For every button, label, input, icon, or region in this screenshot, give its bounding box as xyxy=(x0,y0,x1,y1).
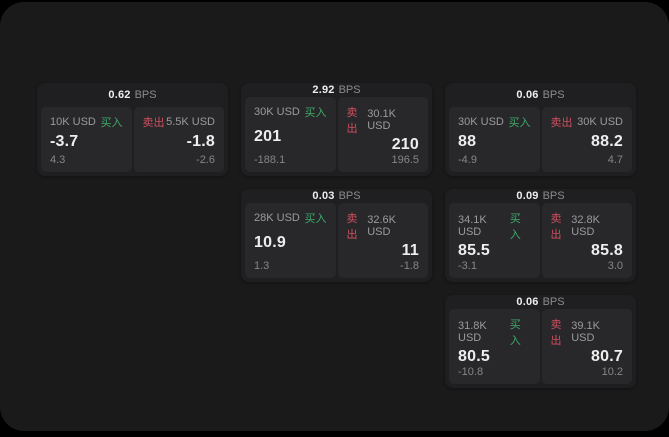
bps-unit-label: BPS xyxy=(542,190,565,202)
buy-price: -3.7 xyxy=(50,133,79,150)
sell-side-label: 卖出 xyxy=(550,213,562,241)
bps-unit-label: BPS xyxy=(542,296,565,308)
quote-card: 0.09 BPS 34.1K USD 买入 85.5 -3.1 卖出 32.8K… xyxy=(445,189,636,282)
buy-delta: -3.1 xyxy=(458,260,477,272)
buy-delta: 1.3 xyxy=(254,260,270,272)
buy-delta: -188.1 xyxy=(254,154,286,166)
sell-side-label: 卖出 xyxy=(346,107,358,135)
sell-side-label: 卖出 xyxy=(550,117,573,129)
quote-panels: 10K USD 买入 -3.7 4.3 卖出 5.5K USD -1.8 -2.… xyxy=(41,107,224,172)
sell-side-label: 卖出 xyxy=(142,117,165,129)
bps-header: 0.06 BPS xyxy=(445,83,636,107)
sell-price: 210 xyxy=(391,136,419,153)
sell-panel[interactable]: 卖出 39.1K USD 80.7 10.2 xyxy=(541,309,632,384)
buy-side-label: 买入 xyxy=(304,107,327,119)
bps-unit-label: BPS xyxy=(542,89,565,101)
sell-side-label: 卖出 xyxy=(346,213,358,241)
buy-side-label: 买入 xyxy=(100,117,123,129)
buy-delta: 4.3 xyxy=(50,154,66,166)
quote-card: 0.06 BPS 30K USD 买入 88 -4.9 卖出 30K USD 8… xyxy=(445,83,636,176)
buy-side-label: 买入 xyxy=(508,117,531,129)
bps-value: 0.09 xyxy=(516,190,539,202)
buy-side-label: 买入 xyxy=(509,319,521,347)
sell-panel[interactable]: 卖出 5.5K USD -1.8 -2.6 xyxy=(133,107,224,172)
buy-panel[interactable]: 10K USD 买入 -3.7 4.3 xyxy=(41,107,132,172)
quote-panels: 31.8K USD 买入 80.5 -10.8 卖出 39.1K USD 80.… xyxy=(449,309,632,384)
buy-price: 88 xyxy=(458,133,477,150)
sell-price: 11 xyxy=(401,242,419,259)
buy-notional: 30K USD xyxy=(458,116,504,128)
sell-side-label: 卖出 xyxy=(550,319,562,347)
buy-side-label: 买入 xyxy=(509,213,521,241)
quote-panels: 28K USD 买入 10.9 1.3 卖出 32.6K USD 11 -1.8 xyxy=(245,203,428,278)
sell-price: 85.8 xyxy=(591,242,623,259)
bps-value: 0.06 xyxy=(516,296,539,308)
buy-notional: 10K USD xyxy=(50,116,96,128)
bps-header: 0.09 BPS xyxy=(445,189,636,203)
bps-value: 2.92 xyxy=(312,84,335,96)
buy-price: 80.5 xyxy=(458,348,490,365)
sell-price: 88.2 xyxy=(591,133,623,150)
quote-card: 0.06 BPS 31.8K USD 买入 80.5 -10.8 卖出 39.1… xyxy=(445,295,636,388)
buy-delta: -10.8 xyxy=(458,366,484,378)
buy-notional: 28K USD xyxy=(254,212,300,224)
sell-panel[interactable]: 卖出 32.8K USD 85.8 3.0 xyxy=(541,203,632,278)
buy-panel[interactable]: 31.8K USD 买入 80.5 -10.8 xyxy=(449,309,540,384)
sell-notional: 30.1K USD xyxy=(367,108,396,132)
buy-price: 10.9 xyxy=(254,234,286,251)
bps-value: 0.03 xyxy=(312,190,335,202)
bps-value: 0.06 xyxy=(516,89,539,101)
sell-notional: 32.8K USD xyxy=(571,214,600,238)
quote-panels: 30K USD 买入 88 -4.9 卖出 30K USD 88.2 4.7 xyxy=(449,107,632,172)
buy-notional: 30K USD xyxy=(254,106,300,118)
bps-header: 2.92 BPS xyxy=(241,83,432,97)
bps-unit-label: BPS xyxy=(338,190,361,202)
bps-header: 0.62 BPS xyxy=(37,83,228,107)
quote-card: 0.62 BPS 10K USD 买入 -3.7 4.3 卖出 5.5K USD… xyxy=(37,83,228,176)
buy-panel[interactable]: 30K USD 买入 201 -188.1 xyxy=(245,97,336,172)
bps-value: 0.62 xyxy=(108,89,131,101)
bps-unit-label: BPS xyxy=(134,89,157,101)
sell-price: 80.7 xyxy=(591,348,623,365)
sell-notional: 5.5K USD xyxy=(166,116,215,128)
buy-notional: 31.8K USD xyxy=(458,320,487,344)
buy-delta: -4.9 xyxy=(458,154,477,166)
quote-card: 2.92 BPS 30K USD 买入 201 -188.1 卖出 30.1K … xyxy=(241,83,432,176)
buy-panel[interactable]: 34.1K USD 买入 85.5 -3.1 xyxy=(449,203,540,278)
bps-header: 0.03 BPS xyxy=(241,189,432,203)
cards-grid: 0.62 BPS 10K USD 买入 -3.7 4.3 卖出 5.5K USD… xyxy=(37,83,636,388)
sell-notional: 30K USD xyxy=(577,116,623,128)
sell-price: -1.8 xyxy=(186,133,215,150)
sell-delta: 4.7 xyxy=(607,154,623,166)
sell-panel[interactable]: 卖出 32.6K USD 11 -1.8 xyxy=(337,203,428,278)
buy-notional: 34.1K USD xyxy=(458,214,487,238)
sell-delta: 196.5 xyxy=(391,154,419,166)
quote-card: 0.03 BPS 28K USD 买入 10.9 1.3 卖出 32.6K US… xyxy=(241,189,432,282)
sell-delta: 3.0 xyxy=(607,260,623,272)
bps-header: 0.06 BPS xyxy=(445,295,636,309)
sell-panel[interactable]: 卖出 30.1K USD 210 196.5 xyxy=(337,97,428,172)
sell-notional: 32.6K USD xyxy=(367,214,396,238)
sell-delta: -2.6 xyxy=(196,154,215,166)
sell-delta: 10.2 xyxy=(601,366,623,378)
buy-price: 201 xyxy=(254,128,282,145)
quote-panels: 34.1K USD 买入 85.5 -3.1 卖出 32.8K USD 85.8… xyxy=(449,203,632,278)
buy-panel[interactable]: 28K USD 买入 10.9 1.3 xyxy=(245,203,336,278)
buy-side-label: 买入 xyxy=(304,213,327,225)
buy-panel[interactable]: 30K USD 买入 88 -4.9 xyxy=(449,107,540,172)
bps-unit-label: BPS xyxy=(338,84,361,96)
quote-panels: 30K USD 买入 201 -188.1 卖出 30.1K USD 210 1… xyxy=(245,97,428,172)
buy-price: 85.5 xyxy=(458,242,490,259)
sell-delta: -1.8 xyxy=(400,260,419,272)
sell-panel[interactable]: 卖出 30K USD 88.2 4.7 xyxy=(541,107,632,172)
sell-notional: 39.1K USD xyxy=(571,320,600,344)
